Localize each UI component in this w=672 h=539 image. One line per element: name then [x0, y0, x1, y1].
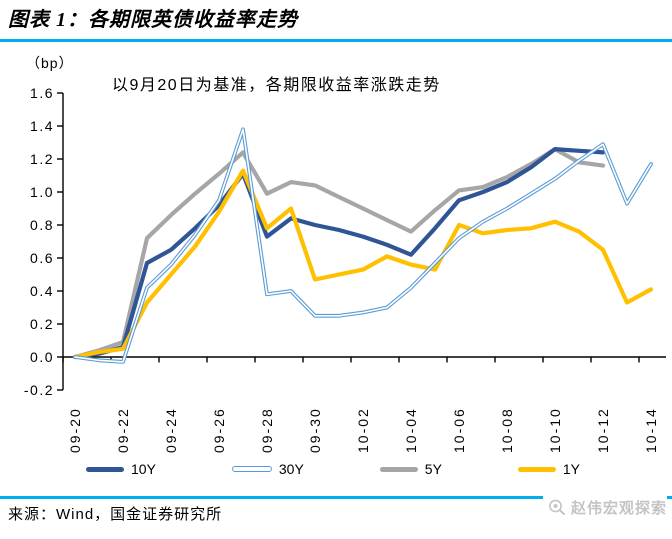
legend-label-1Y: 1Y [562, 461, 580, 477]
x-tick-label: 09-24 [163, 407, 179, 453]
legend-swatch-10Y [86, 466, 124, 472]
svg-text:09-24: 09-24 [163, 407, 179, 453]
y-tick-label: -0.2 [24, 382, 54, 398]
series-line-1Y [72, 168, 654, 360]
x-tick-label: 10-04 [403, 407, 419, 453]
svg-text:10-02: 10-02 [355, 407, 371, 453]
title-divider-rule [0, 39, 672, 42]
yield-trend-chart: 1.6 1.4 1.2 1.0 0.8 0.6 0.4 0.2 0.0 -0.2 09-20 09-2… [24, 85, 666, 453]
x-tick-label: 09-22 [115, 407, 131, 453]
y-tick-label: 0.4 [30, 283, 54, 299]
legend-swatch-5Y [379, 466, 418, 472]
y-tick-label: 0.0 [30, 349, 54, 365]
y-tick-label: 0.6 [30, 250, 54, 266]
x-tick-label: 10-02 [355, 407, 371, 453]
svg-text:10-08: 10-08 [499, 407, 515, 453]
svg-text:09-20: 09-20 [67, 407, 83, 453]
x-tick-label: 10-08 [499, 407, 515, 453]
series-line-30Y-core [74, 128, 652, 363]
y-tick-label: 1.2 [30, 151, 54, 167]
y-tick-label: 1.4 [30, 118, 54, 134]
watermark: 赵伟宏观探索 [542, 496, 667, 518]
x-tick-label: 09-28 [259, 407, 275, 453]
chart-subtitle: 以9月20日为基准，各期限收益率涨跌走势 [112, 77, 441, 94]
magnifier-logo-icon [549, 499, 565, 515]
x-tick-label: 09-26 [211, 407, 227, 453]
x-tick-label: 10-06 [451, 407, 467, 453]
legend-item-5Y: 5Y [379, 461, 442, 477]
legend-item-10Y: 10Y [86, 462, 156, 476]
svg-text:10-10: 10-10 [547, 407, 563, 453]
svg-text:09-26: 09-26 [211, 407, 227, 453]
legend-swatch-1Y [517, 466, 556, 472]
footer-divider-rule [0, 496, 672, 499]
y-tick-label: 1.0 [30, 184, 54, 200]
chart-legend: 10Y 30Y 5Y 1Y [86, 460, 580, 478]
legend-label-5Y: 5Y [424, 461, 442, 477]
watermark-text: 赵伟宏观探索 [570, 499, 667, 517]
x-tick-label: 10-10 [547, 407, 563, 453]
svg-text:10-14: 10-14 [643, 407, 659, 453]
legend-item-30Y: 30Y [231, 461, 304, 477]
figure-title: 图表 1：各期限英债收益率走势 [8, 9, 298, 31]
x-tick-label: 10-14 [643, 407, 659, 453]
y-tick-label: 0.2 [30, 316, 54, 332]
svg-text:10-12: 10-12 [595, 407, 611, 453]
series-line-10Y [72, 147, 606, 360]
legend-label-10Y: 10Y [131, 461, 156, 477]
series-line-5Y [72, 147, 606, 360]
y-tick-label: 0.8 [30, 217, 54, 233]
legend-label-30Y: 30Y [278, 461, 304, 477]
x-tick-label: 09-30 [307, 407, 323, 453]
svg-text:09-28: 09-28 [259, 407, 275, 453]
svg-text:10-06: 10-06 [451, 407, 467, 453]
y-axis-unit-label: （bp） [26, 55, 74, 71]
y-tick-label: 1.6 [30, 85, 54, 101]
legend-swatch-30Y [231, 466, 272, 472]
svg-text:09-30: 09-30 [307, 407, 323, 453]
x-tick-label: 09-20 [67, 407, 83, 453]
legend-item-1Y: 1Y [517, 461, 580, 477]
svg-text:10-04: 10-04 [403, 407, 419, 453]
series-line-30Y [73, 127, 653, 364]
svg-text:09-22: 09-22 [115, 407, 131, 453]
x-tick-label: 10-12 [595, 407, 611, 453]
source-text: 来源：Wind，国金证券研究所 [8, 506, 223, 523]
